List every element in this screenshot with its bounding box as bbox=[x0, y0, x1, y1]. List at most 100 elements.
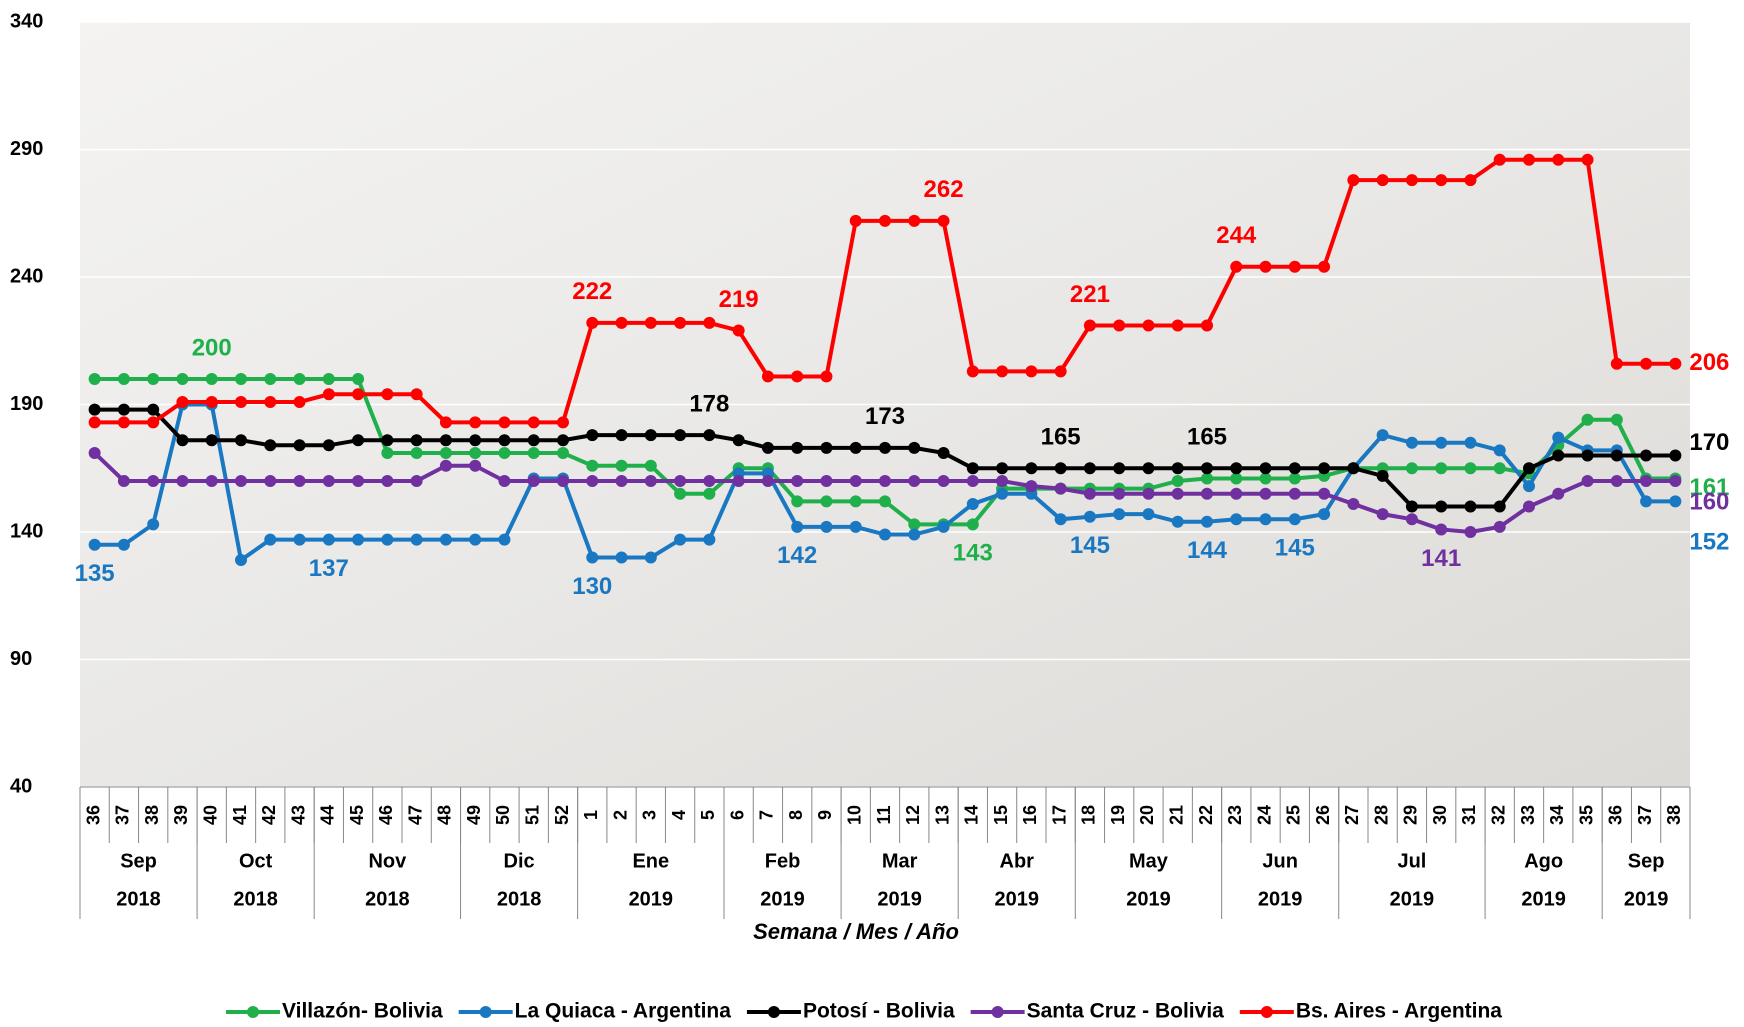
x-tick-label: 16 bbox=[1020, 805, 1040, 825]
x-tick-label: 31 bbox=[1459, 805, 1479, 825]
data-point bbox=[293, 373, 306, 385]
data-point bbox=[264, 475, 277, 487]
data-point bbox=[147, 475, 160, 487]
data-point bbox=[1493, 444, 1506, 457]
x-tick-label: 50 bbox=[493, 805, 513, 825]
x-tick-label: 21 bbox=[1166, 805, 1186, 825]
data-point bbox=[586, 316, 599, 329]
y-tick-label: 240 bbox=[10, 265, 43, 287]
data-point bbox=[791, 520, 804, 533]
data-point bbox=[1610, 449, 1623, 462]
data-point bbox=[352, 533, 365, 546]
data-label: 142 bbox=[777, 542, 817, 569]
data-point bbox=[293, 439, 306, 452]
data-point bbox=[469, 446, 482, 459]
x-tick-label: 45 bbox=[347, 805, 367, 825]
data-point bbox=[1142, 487, 1155, 500]
data-point bbox=[674, 487, 687, 500]
data-point bbox=[439, 446, 452, 459]
data-point bbox=[381, 434, 394, 447]
data-point bbox=[1259, 513, 1272, 526]
x-tick-label: 30 bbox=[1430, 805, 1450, 825]
data-point bbox=[235, 434, 247, 447]
year-label: 2019 bbox=[1258, 888, 1303, 910]
data-point bbox=[1376, 429, 1389, 442]
data-point bbox=[791, 370, 804, 383]
data-point bbox=[205, 395, 218, 408]
data-label: 161 bbox=[1689, 474, 1729, 501]
y-tick-label: 40 bbox=[10, 775, 32, 797]
x-tick-label: 52 bbox=[552, 805, 572, 825]
data-point bbox=[557, 475, 569, 487]
data-point bbox=[1581, 475, 1594, 487]
data-point bbox=[381, 388, 394, 401]
data-point bbox=[1435, 500, 1448, 513]
data-point bbox=[996, 462, 1009, 475]
data-point bbox=[1552, 431, 1565, 444]
month-label: Sep bbox=[120, 850, 157, 872]
data-point bbox=[1405, 462, 1418, 475]
legend-marker bbox=[479, 1006, 492, 1018]
data-point bbox=[235, 395, 247, 408]
data-point bbox=[996, 487, 1009, 500]
year-label: 2018 bbox=[116, 888, 161, 910]
data-point bbox=[1259, 472, 1272, 485]
data-point bbox=[1523, 500, 1535, 513]
year-label: 2019 bbox=[1126, 888, 1171, 910]
x-tick-label: 6 bbox=[727, 810, 747, 820]
data-point bbox=[1493, 500, 1506, 513]
data-point bbox=[1493, 520, 1506, 533]
data-point bbox=[1640, 449, 1653, 462]
x-tick-label: 29 bbox=[1401, 805, 1421, 825]
data-label: 221 bbox=[1070, 281, 1110, 308]
data-point bbox=[674, 316, 687, 329]
data-point bbox=[469, 434, 482, 447]
data-point bbox=[1230, 462, 1243, 475]
data-point bbox=[498, 416, 511, 429]
data-point bbox=[352, 475, 365, 487]
data-point bbox=[1171, 475, 1184, 487]
data-point bbox=[205, 475, 218, 487]
data-point bbox=[1610, 475, 1623, 487]
y-tick-label: 90 bbox=[10, 648, 32, 670]
month-label: Sep bbox=[1628, 850, 1665, 872]
legend-label: Villazón- Bolivia bbox=[282, 1000, 443, 1023]
data-point bbox=[937, 520, 950, 533]
data-point bbox=[820, 441, 833, 454]
data-point bbox=[879, 528, 891, 541]
data-point bbox=[615, 475, 628, 487]
x-axis-label: Semana / Mes / Año bbox=[753, 919, 959, 944]
data-point bbox=[1288, 513, 1301, 526]
data-point bbox=[293, 395, 306, 408]
year-label: 2019 bbox=[994, 888, 1039, 910]
data-point bbox=[439, 459, 452, 472]
x-tick-label: 43 bbox=[288, 805, 308, 825]
x-tick-label: 4 bbox=[669, 810, 689, 820]
x-tick-label: 23 bbox=[1225, 805, 1245, 825]
month-label: Nov bbox=[368, 850, 407, 872]
month-label: Feb bbox=[765, 850, 801, 872]
data-point bbox=[937, 475, 950, 487]
data-point bbox=[1259, 487, 1272, 500]
month-label: Jul bbox=[1397, 850, 1426, 872]
data-point bbox=[88, 403, 101, 416]
data-point bbox=[1523, 462, 1535, 475]
legend-marker bbox=[247, 1006, 260, 1018]
x-tick-label: 26 bbox=[1313, 805, 1333, 825]
data-point bbox=[264, 533, 277, 546]
x-tick-label: 5 bbox=[698, 810, 718, 820]
data-label: 206 bbox=[1689, 349, 1729, 376]
data-point bbox=[1435, 436, 1448, 449]
year-label: 2019 bbox=[1390, 888, 1435, 910]
x-tick-label: 34 bbox=[1547, 805, 1567, 825]
data-point bbox=[703, 316, 716, 329]
data-label: 200 bbox=[192, 334, 232, 361]
data-label: 173 bbox=[865, 403, 905, 430]
x-tick-label: 33 bbox=[1518, 805, 1538, 825]
data-point bbox=[1669, 357, 1682, 370]
data-point bbox=[147, 416, 160, 429]
data-point bbox=[1259, 462, 1272, 475]
data-point bbox=[761, 441, 774, 454]
data-point bbox=[264, 439, 277, 452]
data-point bbox=[1025, 462, 1038, 475]
